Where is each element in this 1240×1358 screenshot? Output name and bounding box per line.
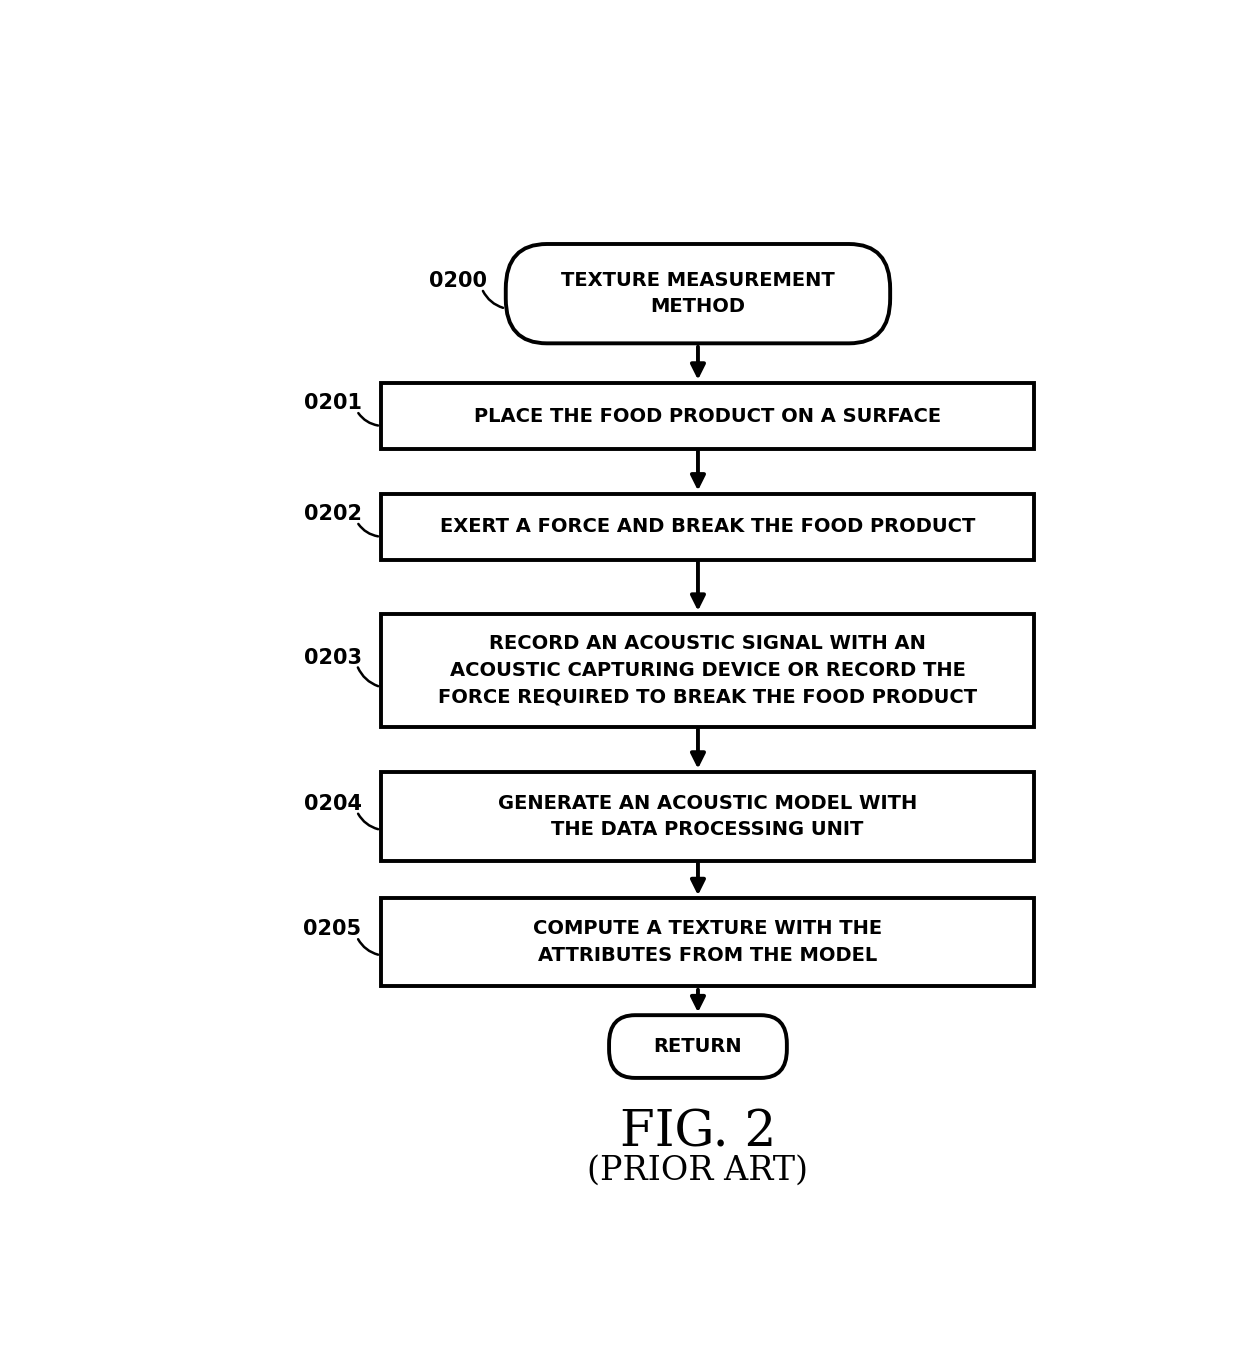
- Bar: [381, 898, 1034, 986]
- Bar: [381, 383, 1034, 449]
- Text: RETURN: RETURN: [653, 1038, 743, 1057]
- Bar: [381, 773, 1034, 861]
- Text: EXERT A FORCE AND BREAK THE FOOD PRODUCT: EXERT A FORCE AND BREAK THE FOOD PRODUCT: [440, 517, 976, 536]
- FancyBboxPatch shape: [609, 1016, 787, 1078]
- FancyBboxPatch shape: [506, 244, 890, 344]
- Text: 0202: 0202: [304, 504, 362, 524]
- Text: (PRIOR ART): (PRIOR ART): [588, 1154, 808, 1187]
- Text: PLACE THE FOOD PRODUCT ON A SURFACE: PLACE THE FOOD PRODUCT ON A SURFACE: [474, 406, 941, 425]
- Text: 0204: 0204: [304, 794, 362, 813]
- Text: TEXTURE MEASUREMENT
METHOD: TEXTURE MEASUREMENT METHOD: [560, 270, 835, 316]
- Text: GENERATE AN ACOUSTIC MODEL WITH
THE DATA PROCESSING UNIT: GENERATE AN ACOUSTIC MODEL WITH THE DATA…: [498, 793, 918, 839]
- Text: 0203: 0203: [304, 648, 362, 668]
- Text: 0201: 0201: [304, 394, 362, 413]
- Text: COMPUTE A TEXTURE WITH THE
ATTRIBUTES FROM THE MODEL: COMPUTE A TEXTURE WITH THE ATTRIBUTES FR…: [533, 919, 882, 964]
- Text: 0205: 0205: [304, 919, 362, 940]
- Text: FIG. 2: FIG. 2: [620, 1108, 776, 1157]
- Text: RECORD AN ACOUSTIC SIGNAL WITH AN
ACOUSTIC CAPTURING DEVICE OR RECORD THE
FORCE : RECORD AN ACOUSTIC SIGNAL WITH AN ACOUST…: [438, 634, 977, 706]
- Text: 0200: 0200: [429, 272, 486, 291]
- Bar: [381, 614, 1034, 727]
- Bar: [381, 494, 1034, 559]
